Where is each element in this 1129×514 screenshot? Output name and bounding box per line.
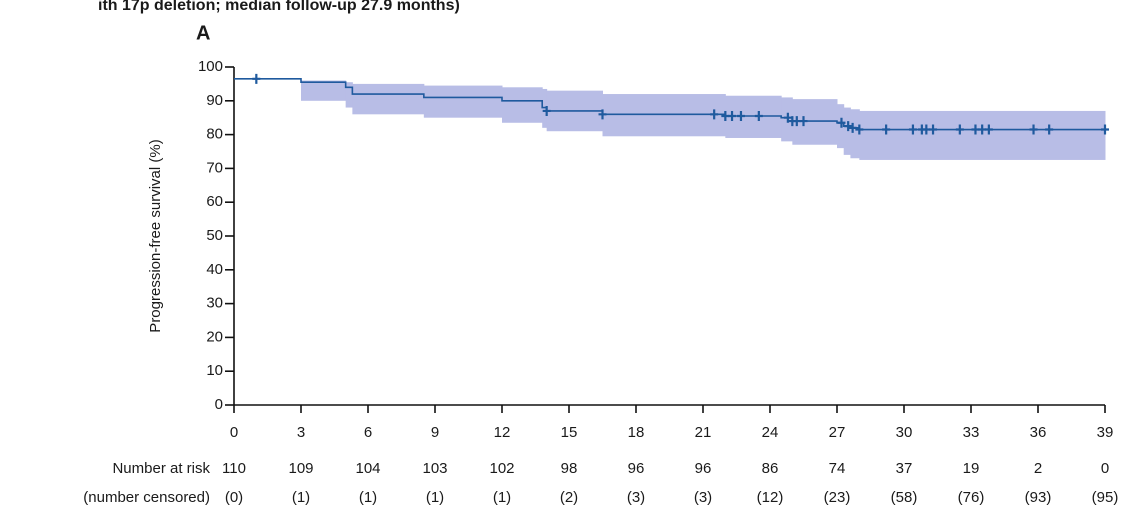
censored-value: (93) xyxy=(1025,489,1052,506)
panel-label: A xyxy=(196,22,210,44)
at-risk-value: 86 xyxy=(762,460,779,477)
censor-mark xyxy=(252,73,261,84)
at-risk-value: 19 xyxy=(963,460,980,477)
censor-mark xyxy=(855,124,864,135)
x-tick-label: 3 xyxy=(297,424,305,441)
y-tick-label: 80 xyxy=(206,126,223,143)
risk-label: Number at risk xyxy=(112,460,210,477)
ci-band xyxy=(345,82,353,108)
ci-band xyxy=(859,110,1106,160)
at-risk-value: 37 xyxy=(896,460,913,477)
censor-mark xyxy=(1101,124,1109,135)
ci-band xyxy=(301,80,347,101)
at-risk-value: 2 xyxy=(1034,460,1042,477)
chart-title: ith 17p deletion; median follow-up 27.9 … xyxy=(98,0,460,14)
x-tick-label: 39 xyxy=(1097,424,1114,441)
censor-mark xyxy=(978,124,987,135)
at-risk-value: 103 xyxy=(422,460,447,477)
x-tick-label: 0 xyxy=(230,424,238,441)
censor-mark xyxy=(598,109,607,120)
at-risk-value: 102 xyxy=(489,460,514,477)
ci-band xyxy=(423,85,503,118)
ci-band xyxy=(602,94,726,137)
censored-value: (1) xyxy=(292,489,310,506)
x-tick-label: 21 xyxy=(695,424,712,441)
censor-mark xyxy=(844,121,853,132)
censor-mark xyxy=(929,124,938,135)
at-risk-value: 96 xyxy=(628,460,645,477)
y-tick-label: 100 xyxy=(198,58,223,75)
x-tick-label: 33 xyxy=(963,424,980,441)
x-tick-label: 15 xyxy=(561,424,578,441)
y-tick-label: 10 xyxy=(206,362,223,379)
x-tick-label: 24 xyxy=(762,424,779,441)
y-tick-label: 40 xyxy=(206,261,223,278)
x-tick-label: 36 xyxy=(1030,424,1047,441)
censor-mark xyxy=(837,117,846,128)
censored-value: (76) xyxy=(958,489,985,506)
y-axis-label: Progression-free survival (%) xyxy=(147,139,164,332)
x-tick-label: 30 xyxy=(896,424,913,441)
censored-label: (number censored) xyxy=(83,489,210,506)
y-tick-label: 70 xyxy=(206,159,223,176)
x-tick-label: 27 xyxy=(829,424,846,441)
censor-mark xyxy=(783,112,792,123)
at-risk-value: 98 xyxy=(561,460,578,477)
ci-band xyxy=(542,88,548,128)
censor-mark xyxy=(984,124,993,135)
ci-band xyxy=(850,109,860,159)
y-tick-label: 20 xyxy=(206,328,223,345)
ci-band xyxy=(352,83,425,115)
x-tick-label: 12 xyxy=(494,424,511,441)
y-tick-label: 50 xyxy=(206,227,223,244)
censored-value: (2) xyxy=(560,489,578,506)
censor-mark xyxy=(728,111,737,122)
censor-mark xyxy=(882,124,891,135)
censor-mark xyxy=(1029,124,1038,135)
at-risk-value: 74 xyxy=(829,460,846,477)
censor-mark xyxy=(848,122,857,133)
censor-mark xyxy=(710,109,719,120)
ci-band xyxy=(843,107,851,155)
censored-value: (1) xyxy=(493,489,511,506)
censor-mark xyxy=(908,124,917,135)
x-tick-label: 18 xyxy=(628,424,645,441)
censored-value: (0) xyxy=(225,489,243,506)
y-tick-label: 60 xyxy=(206,193,223,210)
censored-value: (23) xyxy=(824,489,851,506)
censor-mark xyxy=(736,111,745,122)
y-tick-label: 30 xyxy=(206,295,223,312)
censor-mark xyxy=(971,124,980,135)
censored-value: (3) xyxy=(627,489,645,506)
ci-band xyxy=(502,87,543,123)
censor-mark xyxy=(721,111,730,122)
censor-mark xyxy=(542,105,551,116)
at-risk-value: 110 xyxy=(222,460,246,477)
x-tick-label: 9 xyxy=(431,424,439,441)
at-risk-value: 96 xyxy=(695,460,712,477)
censor-mark xyxy=(922,124,931,135)
at-risk-value: 109 xyxy=(288,460,313,477)
censor-mark xyxy=(754,111,763,122)
censor-mark xyxy=(1045,124,1054,135)
x-tick-label: 6 xyxy=(364,424,372,441)
censored-value: (95) xyxy=(1092,489,1119,506)
censor-mark xyxy=(955,124,964,135)
y-tick-label: 90 xyxy=(206,92,223,109)
censored-value: (58) xyxy=(891,489,918,506)
censored-value: (1) xyxy=(426,489,444,506)
censored-value: (3) xyxy=(694,489,712,506)
censor-mark xyxy=(792,116,801,127)
censor-mark xyxy=(799,116,808,127)
at-risk-value: 0 xyxy=(1101,460,1109,477)
y-tick-label: 0 xyxy=(215,396,223,413)
censored-value: (1) xyxy=(359,489,377,506)
at-risk-value: 104 xyxy=(355,460,380,477)
censored-value: (12) xyxy=(757,489,784,506)
